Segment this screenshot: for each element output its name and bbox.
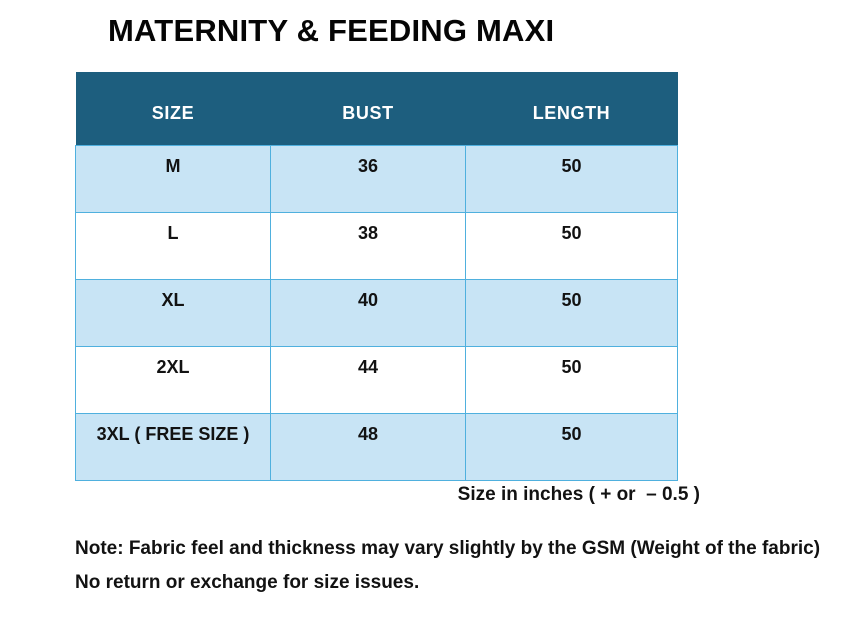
table-row: L 38 50 <box>75 211 678 280</box>
cell-length: 50 <box>465 412 678 481</box>
table-header-row: SIZE BUST LENGTH <box>75 72 678 145</box>
table-row: 2XL 44 50 <box>75 345 678 414</box>
cell-size: L <box>75 211 271 280</box>
cell-bust: 44 <box>270 345 466 414</box>
cell-length: 50 <box>465 211 678 280</box>
column-header-size: SIZE <box>75 72 271 145</box>
cell-size: 3XL ( FREE SIZE ) <box>75 412 271 481</box>
cell-length: 50 <box>465 345 678 414</box>
table-row: M 36 50 <box>75 144 678 213</box>
cell-bust: 36 <box>270 144 466 213</box>
cell-bust: 38 <box>270 211 466 280</box>
table-row: 3XL ( FREE SIZE ) 48 50 <box>75 412 678 481</box>
cell-length: 50 <box>465 278 678 347</box>
size-chart-table: SIZE BUST LENGTH M 36 50 L 38 50 XL 40 5… <box>75 72 678 481</box>
cell-bust: 40 <box>270 278 466 347</box>
size-units-caption: Size in inches ( + or – 0.5 ) <box>457 484 700 505</box>
page-title: MATERNITY & FEEDING MAXI <box>108 13 555 48</box>
fabric-note: Note: Fabric feel and thickness may vary… <box>75 538 821 593</box>
cell-size: M <box>75 144 271 213</box>
column-header-length: LENGTH <box>465 72 678 145</box>
cell-bust: 48 <box>270 412 466 481</box>
table-row: XL 40 50 <box>75 278 678 347</box>
cell-size: 2XL <box>75 345 271 414</box>
cell-size: XL <box>75 278 271 347</box>
cell-length: 50 <box>465 144 678 213</box>
column-header-bust: BUST <box>270 72 466 145</box>
